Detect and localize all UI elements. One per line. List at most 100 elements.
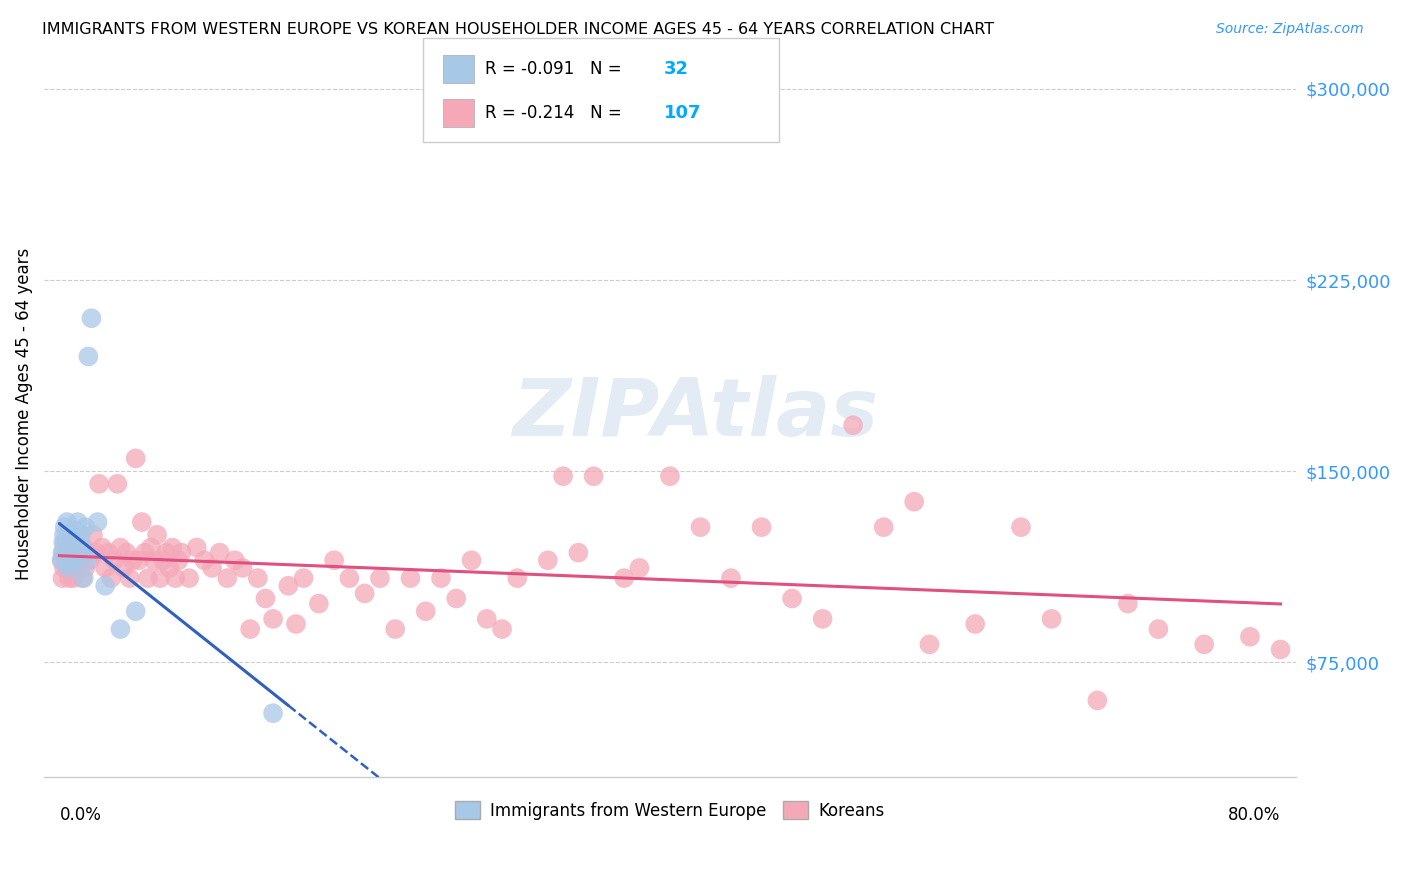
Point bbox=[60, 546, 83, 560]
Point bbox=[82, 528, 104, 542]
Point bbox=[53, 520, 76, 534]
Point bbox=[170, 546, 193, 560]
Point bbox=[110, 622, 132, 636]
Point bbox=[277, 579, 299, 593]
Point bbox=[217, 571, 239, 585]
Point bbox=[112, 561, 135, 575]
Point bbox=[262, 706, 284, 721]
Point bbox=[66, 515, 89, 529]
Point bbox=[537, 553, 560, 567]
Point bbox=[56, 556, 79, 570]
Text: 107: 107 bbox=[664, 104, 702, 122]
Point bbox=[339, 571, 361, 585]
Point bbox=[136, 571, 159, 585]
Point bbox=[780, 591, 803, 606]
Point bbox=[903, 494, 925, 508]
Point bbox=[65, 541, 87, 555]
Point bbox=[67, 546, 90, 560]
Point bbox=[59, 543, 82, 558]
Point bbox=[262, 612, 284, 626]
Point bbox=[143, 553, 166, 567]
Point bbox=[131, 515, 153, 529]
Point bbox=[63, 523, 86, 537]
Point bbox=[246, 571, 269, 585]
Text: 0.0%: 0.0% bbox=[59, 805, 101, 824]
Point bbox=[353, 586, 375, 600]
Point bbox=[80, 311, 103, 326]
Point bbox=[51, 553, 73, 567]
Point bbox=[811, 612, 834, 626]
Point bbox=[224, 553, 246, 567]
Point bbox=[115, 546, 138, 560]
Point bbox=[58, 561, 80, 575]
Point bbox=[1239, 630, 1261, 644]
Point bbox=[720, 571, 742, 585]
Point bbox=[103, 553, 125, 567]
Point bbox=[430, 571, 453, 585]
Point bbox=[193, 553, 215, 567]
Point bbox=[69, 553, 91, 567]
Point bbox=[97, 546, 120, 560]
Point bbox=[323, 553, 346, 567]
Point bbox=[55, 541, 77, 555]
Point bbox=[285, 617, 308, 632]
Point bbox=[460, 553, 482, 567]
Text: R = -0.091   N =: R = -0.091 N = bbox=[485, 60, 627, 78]
Point bbox=[415, 604, 437, 618]
Point bbox=[52, 561, 75, 575]
Point bbox=[56, 515, 79, 529]
Point bbox=[65, 535, 87, 549]
Point bbox=[155, 546, 177, 560]
Point bbox=[69, 528, 91, 542]
Point bbox=[567, 546, 589, 560]
Point bbox=[384, 622, 406, 636]
Point bbox=[1085, 693, 1108, 707]
Point bbox=[475, 612, 498, 626]
Point bbox=[62, 556, 84, 570]
Point bbox=[52, 528, 75, 542]
Point bbox=[613, 571, 636, 585]
Point bbox=[55, 550, 77, 565]
Point bbox=[55, 541, 77, 555]
Point bbox=[86, 515, 108, 529]
Point bbox=[139, 541, 162, 555]
Point bbox=[842, 418, 865, 433]
Point bbox=[72, 571, 94, 585]
Point bbox=[658, 469, 681, 483]
Point bbox=[100, 571, 122, 585]
Point bbox=[167, 553, 190, 567]
Point bbox=[60, 538, 83, 552]
Point bbox=[60, 546, 83, 560]
Point bbox=[87, 476, 110, 491]
Point bbox=[292, 571, 315, 585]
Text: R = -0.214   N =: R = -0.214 N = bbox=[485, 104, 627, 122]
Point bbox=[1010, 520, 1032, 534]
Point bbox=[79, 553, 101, 567]
Point bbox=[146, 528, 169, 542]
Point bbox=[72, 541, 94, 555]
Point bbox=[751, 520, 773, 534]
Point bbox=[62, 571, 84, 585]
Point bbox=[55, 553, 77, 567]
Point bbox=[1147, 622, 1170, 636]
Point bbox=[51, 553, 73, 567]
Point bbox=[628, 561, 651, 575]
Point bbox=[56, 546, 79, 560]
Point bbox=[58, 561, 80, 575]
Point bbox=[551, 469, 574, 483]
Point bbox=[152, 553, 174, 567]
Text: 32: 32 bbox=[664, 60, 689, 78]
Point bbox=[165, 571, 187, 585]
Point bbox=[76, 546, 98, 560]
Point bbox=[1116, 597, 1139, 611]
Point bbox=[73, 571, 96, 585]
Point bbox=[91, 541, 114, 555]
Point bbox=[399, 571, 422, 585]
Text: 80.0%: 80.0% bbox=[1227, 805, 1281, 824]
Point bbox=[94, 579, 117, 593]
Point bbox=[689, 520, 711, 534]
Point bbox=[308, 597, 330, 611]
Point bbox=[491, 622, 513, 636]
Point bbox=[582, 469, 605, 483]
Point bbox=[232, 561, 254, 575]
